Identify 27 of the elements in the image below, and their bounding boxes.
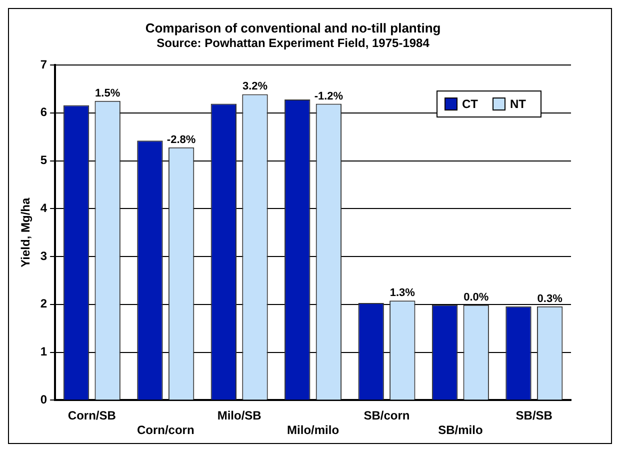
y-tick-label: 1: [40, 344, 48, 359]
y-tick-label: 0: [40, 392, 48, 407]
legend-label: CT: [462, 96, 479, 111]
y-tick-label: 5: [40, 153, 48, 168]
x-tick-label: Corn/corn: [136, 423, 194, 438]
y-tick-label: 6: [40, 105, 48, 120]
y-tick-label: 2: [40, 296, 48, 311]
annotation: 0.0%: [464, 291, 489, 304]
x-tick-label: Corn/SB: [68, 408, 116, 423]
annotation: 3.2%: [242, 80, 268, 93]
x-tick-label: SB/corn: [364, 408, 410, 423]
chart-title: Comparison of conventional and no-till planting: [145, 20, 441, 36]
chart-subtitle: Source: Powhattan Experiment Field, 1975-1984: [156, 36, 430, 50]
y-axis-title: Yield, Mg/ha: [18, 197, 33, 268]
annotation: 1.3%: [390, 287, 416, 300]
annotation: 0.3%: [537, 292, 563, 305]
annotation: -2.8%: [166, 134, 196, 146]
legend-label: NT: [510, 96, 527, 111]
y-tick-label: 4: [40, 200, 48, 215]
annotation: 1.5%: [95, 87, 120, 100]
x-tick-label: SB/SB: [516, 408, 553, 423]
x-tick-label: SB/milo: [438, 423, 483, 438]
x-tick-label: Milo/SB: [217, 408, 262, 423]
y-tick-label: 3: [40, 248, 48, 263]
x-tick-label: Milo/milo: [287, 423, 340, 438]
y-tick-label: 7: [40, 57, 48, 72]
annotation: -1.2%: [314, 90, 344, 102]
